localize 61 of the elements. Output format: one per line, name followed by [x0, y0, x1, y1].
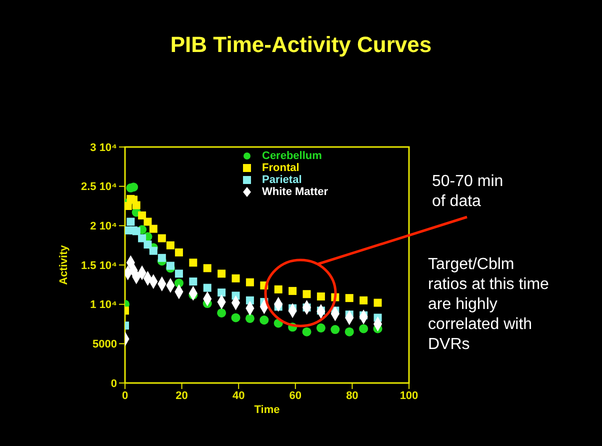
point: [344, 327, 354, 336]
point: [132, 201, 140, 210]
point: [260, 316, 269, 325]
point: [245, 314, 254, 323]
y-tick-label: 3 10⁴: [90, 142, 117, 154]
point: [274, 285, 282, 294]
y-axis-title: Activity: [58, 244, 70, 285]
y-tick-label: 2.5 10⁴: [80, 181, 117, 194]
y-tick-label: 2 10⁴: [90, 220, 117, 233]
point: [374, 298, 382, 307]
point: [174, 270, 183, 278]
x-tick-label: 100: [400, 390, 418, 402]
point: [203, 264, 212, 272]
point: [359, 324, 368, 334]
legend-label: White Matter: [262, 186, 328, 198]
x-axis-title: Time: [254, 404, 280, 416]
point: [203, 284, 212, 292]
y-tick-label: 0: [110, 378, 117, 390]
point: [144, 218, 152, 226]
x-tick-label: 60: [289, 390, 302, 402]
point: [166, 262, 174, 270]
x-tick-label: 0: [122, 390, 128, 402]
y-tick-label: 5000: [92, 338, 117, 351]
point: [149, 246, 158, 255]
legend-label: Cerebellum: [262, 150, 322, 162]
point: [316, 292, 325, 300]
point: [217, 308, 226, 318]
point: [360, 296, 368, 304]
point: [316, 323, 326, 332]
point: [144, 240, 152, 249]
chart-title: PIB Time-Activity Curves: [169, 32, 433, 58]
y-tick-label: 1.5 10⁴: [80, 260, 117, 272]
point: [231, 313, 240, 322]
point: [302, 327, 312, 336]
legend-label: Frontal: [262, 162, 300, 174]
point: [132, 227, 140, 236]
point: [189, 258, 198, 267]
point: [158, 254, 166, 262]
x-tick-label: 20: [176, 390, 188, 402]
y-tick-label: 1 10⁴: [90, 299, 117, 312]
legend-label: Parietal: [262, 174, 302, 186]
point: [218, 270, 226, 278]
point: [232, 274, 240, 282]
point: [246, 278, 254, 286]
point: [158, 234, 166, 242]
point: [189, 278, 198, 286]
point: [302, 290, 311, 298]
point: [218, 288, 226, 297]
x-tick-label: 40: [232, 390, 245, 402]
point: [345, 294, 354, 302]
point: [174, 248, 183, 256]
point: [138, 234, 146, 242]
point: [138, 211, 146, 220]
point: [126, 218, 135, 226]
point: [166, 241, 174, 250]
point: [330, 325, 340, 334]
x-tick-label: 80: [346, 390, 358, 402]
text: Target/Cblm ratios at this time are highly correlated with DVRs: [428, 255, 549, 355]
text: 50-70 min of data: [432, 172, 504, 212]
point: [288, 286, 297, 295]
point: [149, 224, 158, 233]
